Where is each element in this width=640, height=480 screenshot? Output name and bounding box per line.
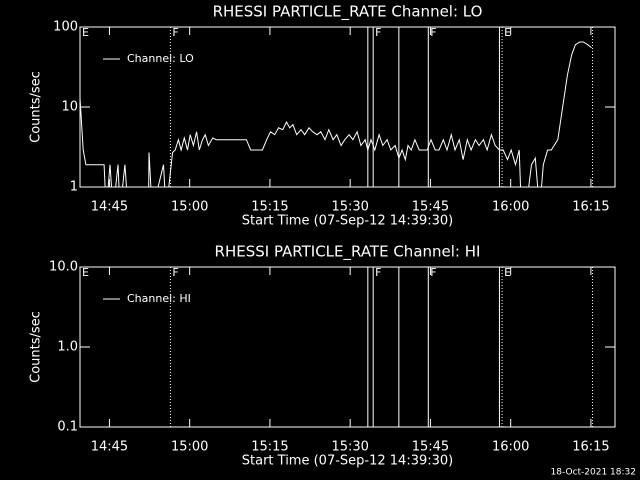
x-axis-label: Start Time (07-Sep-12 14:39:30)	[242, 214, 453, 229]
x-axis-label: Start Time (07-Sep-12 14:39:30)	[242, 454, 453, 469]
x-tick-label: 16:15	[572, 440, 609, 455]
x-tick-label: 15:45	[412, 200, 449, 215]
timestamp: 18-Oct-2021 18:32	[551, 468, 636, 478]
plot-frame	[79, 26, 616, 188]
y-axis-label: Counts/sec	[29, 71, 44, 143]
x-tick-label: 16:15	[572, 200, 609, 215]
event-label: F	[172, 266, 178, 279]
x-tick-label: 15:30	[331, 200, 368, 215]
chart-title: RHESSI PARTICLE_RATE Channel: LO	[213, 3, 483, 22]
event-label: E	[504, 266, 511, 279]
x-tick-label: 15:00	[171, 440, 208, 455]
event-label: F	[375, 26, 381, 39]
event-label: E	[504, 26, 511, 39]
x-tick-label: 14:45	[91, 200, 128, 215]
y-tick-label: 1	[70, 180, 78, 195]
data-line	[80, 41, 592, 187]
x-tick-label: 15:00	[171, 200, 208, 215]
y-tick-label: 0.1	[57, 420, 78, 435]
x-tick-label: 15:45	[412, 440, 449, 455]
y-axis-label: Counts/sec	[29, 311, 44, 383]
y-tick-label: 1.0	[57, 340, 78, 355]
plot-frame	[79, 266, 616, 428]
event-label: E	[82, 26, 89, 39]
y-tick-label: 10	[61, 100, 78, 115]
event-label: F	[375, 266, 381, 279]
event-label: E	[82, 266, 89, 279]
event-label: F	[430, 26, 436, 39]
x-tick-label: 15:30	[331, 440, 368, 455]
y-tick-label: 10.0	[49, 260, 78, 275]
chart-title: RHESSI PARTICLE_RATE Channel: HI	[215, 243, 481, 262]
event-label: F	[172, 26, 178, 39]
legend-label: Channel: HI	[127, 292, 191, 305]
x-tick-label: 14:45	[91, 440, 128, 455]
event-label: F	[430, 266, 436, 279]
x-tick-label: 16:00	[492, 200, 529, 215]
legend-label: Channel: LO	[127, 52, 194, 65]
x-tick-label: 15:15	[251, 440, 288, 455]
y-tick-label: 100	[53, 20, 78, 35]
x-tick-label: 16:00	[492, 440, 529, 455]
x-tick-label: 15:15	[251, 200, 288, 215]
